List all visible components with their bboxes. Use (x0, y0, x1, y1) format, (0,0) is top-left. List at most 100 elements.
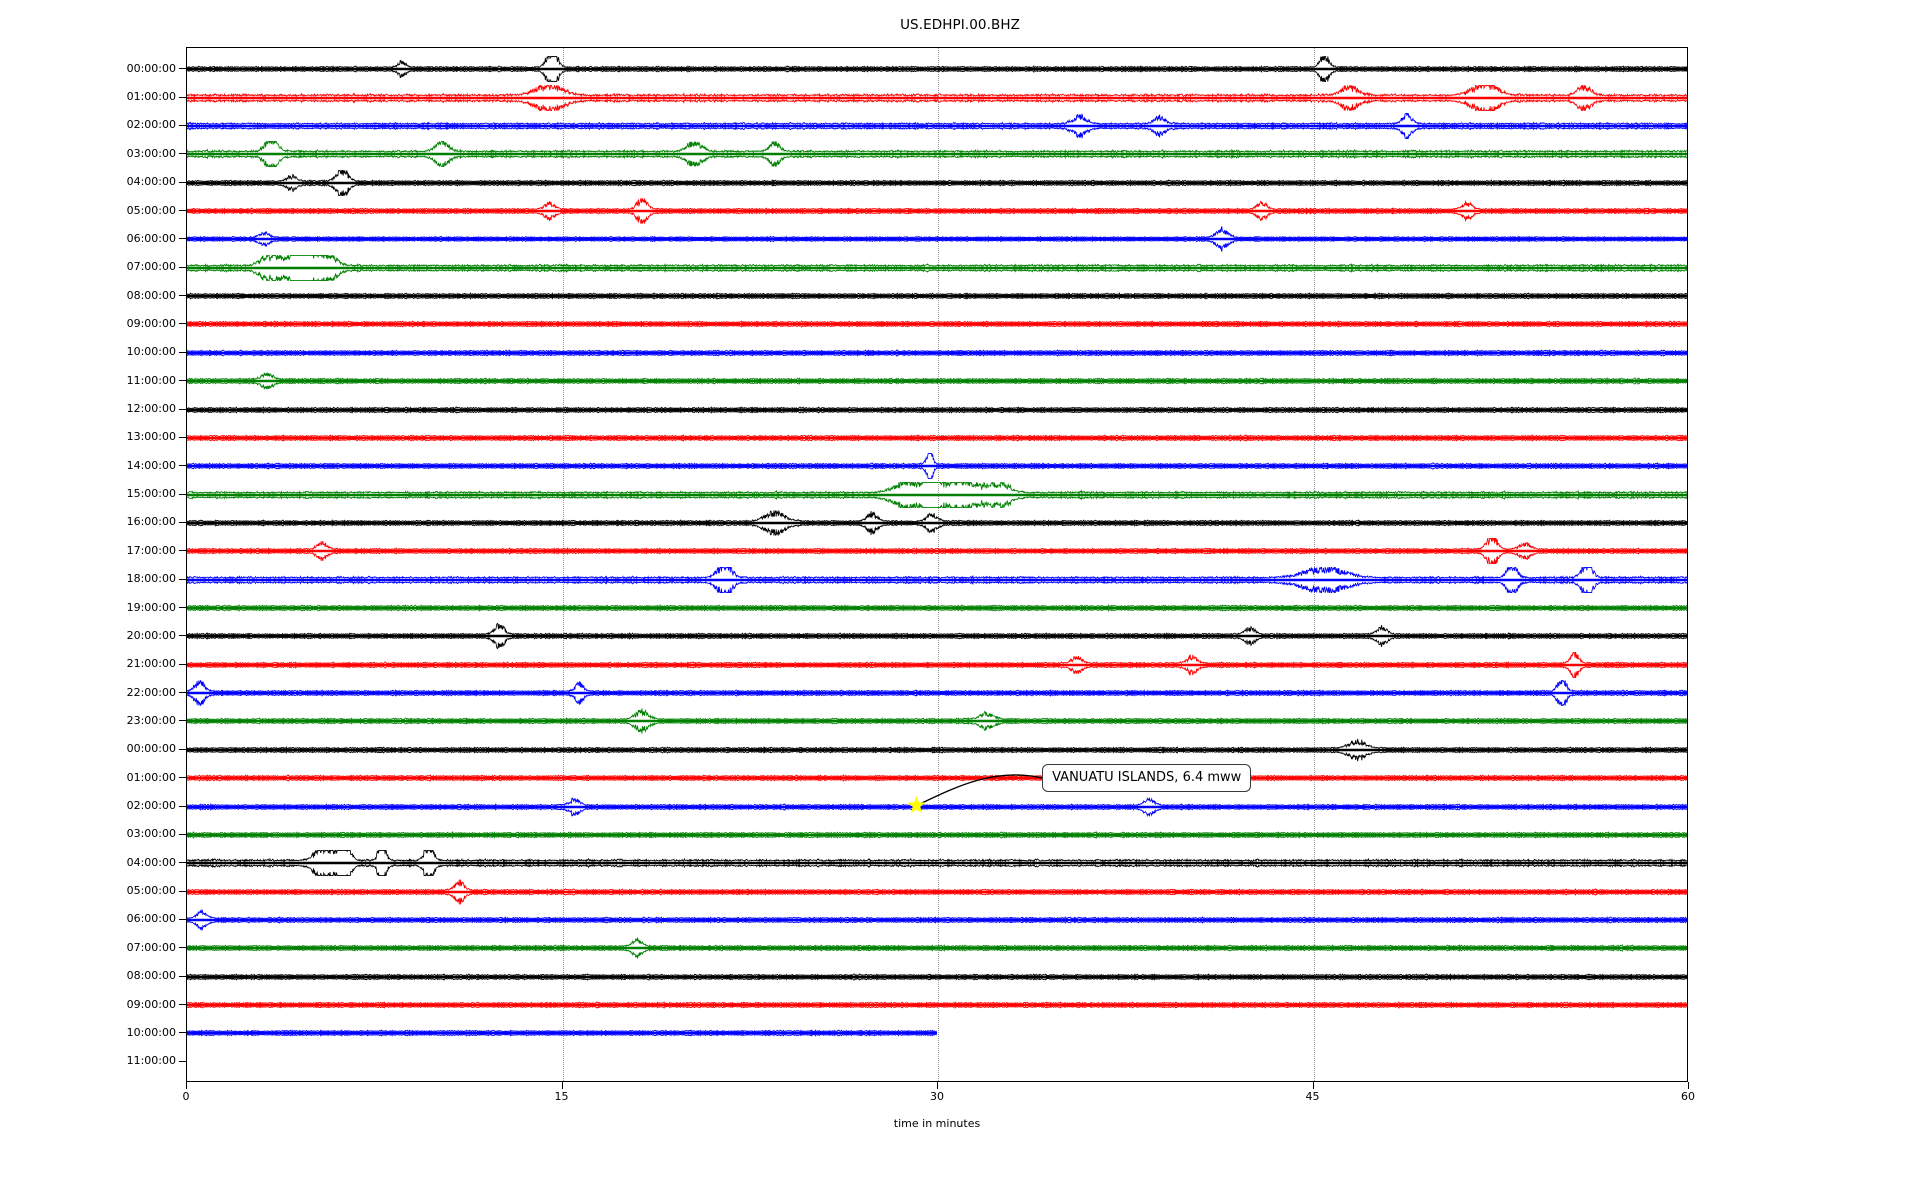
trace-waveform (187, 680, 1687, 706)
trace-row (187, 680, 1687, 706)
y-axis-tick-label: 21:00:00 (127, 658, 176, 669)
y-axis-tick-mark (179, 409, 186, 410)
trace-waveform (187, 226, 1687, 252)
y-axis-tick-mark (179, 68, 186, 69)
trace-row (187, 992, 1687, 1018)
x-axis-tick-mark (1688, 1082, 1689, 1089)
trace-waveform (187, 56, 1687, 82)
y-axis-tick-label: 04:00:00 (127, 857, 176, 868)
y-axis-tick-mark (179, 125, 186, 126)
trace-waveform (187, 141, 1687, 167)
trace-waveform (187, 623, 1687, 649)
x-axis-tick-label: 15 (555, 1091, 569, 1103)
y-axis-tick-mark (179, 947, 186, 948)
y-axis-tick-label: 06:00:00 (127, 913, 176, 924)
trace-waveform (187, 425, 1687, 451)
trace-row (187, 567, 1687, 593)
trace-waveform (187, 907, 1687, 933)
trace-row (187, 255, 1687, 281)
trace-waveform (187, 1020, 1687, 1046)
y-axis-tick-label: 09:00:00 (127, 999, 176, 1010)
y-axis-tick-label: 02:00:00 (127, 800, 176, 811)
trace-row (187, 1020, 1687, 1046)
trace-row (187, 482, 1687, 508)
x-axis-tick-mark (186, 1082, 187, 1089)
event-annotation-label[interactable]: VANUATU ISLANDS, 6.4 mww (1042, 764, 1251, 792)
trace-row (187, 794, 1687, 820)
trace-waveform (187, 708, 1687, 734)
trace-row (187, 708, 1687, 734)
y-axis-tick-label: 08:00:00 (127, 970, 176, 981)
y-axis-tick-mark (179, 635, 186, 636)
y-axis-tick-mark (179, 862, 186, 863)
y-axis-tick-mark (179, 664, 186, 665)
y-axis-tick-mark (179, 1061, 186, 1062)
trace-row (187, 879, 1687, 905)
trace-row (187, 1049, 1687, 1075)
y-axis-tick-mark (179, 465, 186, 466)
y-axis-tick-mark (179, 352, 186, 353)
y-axis-tick-label: 12:00:00 (127, 403, 176, 414)
y-axis-tick-label: 18:00:00 (127, 573, 176, 584)
y-axis-tick-mark (179, 891, 186, 892)
y-axis-tick-label: 15:00:00 (127, 488, 176, 499)
trace-row (187, 340, 1687, 366)
y-axis-tick-mark (179, 97, 186, 98)
y-axis-tick-mark (179, 522, 186, 523)
trace-row (187, 85, 1687, 111)
page-title: US.EDHPI.00.BHZ (0, 17, 1920, 33)
y-axis-tick-label: 13:00:00 (127, 431, 176, 442)
trace-row (187, 141, 1687, 167)
y-axis-tick-label: 17:00:00 (127, 545, 176, 556)
trace-waveform (187, 255, 1687, 281)
x-axis-tick-mark (1313, 1082, 1314, 1089)
y-axis-tick-label: 10:00:00 (127, 1027, 176, 1038)
y-axis-tick-mark (179, 777, 186, 778)
y-axis-tick-label: 02:00:00 (127, 119, 176, 130)
trace-waveform (187, 283, 1687, 309)
trace-row (187, 850, 1687, 876)
trace-row (187, 538, 1687, 564)
trace-waveform (187, 170, 1687, 196)
trace-row (187, 311, 1687, 337)
y-axis-tick-mark (179, 720, 186, 721)
y-axis-tick-mark (179, 919, 186, 920)
trace-row (187, 226, 1687, 252)
y-axis-tick-label: 08:00:00 (127, 290, 176, 301)
y-axis-tick-mark (179, 238, 186, 239)
trace-row (187, 737, 1687, 763)
trace-waveform (187, 822, 1687, 848)
y-axis-tick-label: 06:00:00 (127, 233, 176, 244)
trace-waveform (187, 652, 1687, 678)
trace-waveform (187, 850, 1687, 876)
y-axis-tick-label: 22:00:00 (127, 687, 176, 698)
trace-waveform (187, 879, 1687, 905)
x-axis-tick-label: 30 (930, 1091, 944, 1103)
y-axis-tick-mark (179, 494, 186, 495)
y-axis-tick-label: 05:00:00 (127, 885, 176, 896)
trace-waveform (187, 794, 1687, 820)
y-axis-tick-label: 23:00:00 (127, 715, 176, 726)
y-axis-tick-mark (179, 295, 186, 296)
y-axis-tick-label: 05:00:00 (127, 205, 176, 216)
trace-waveform (187, 453, 1687, 479)
helicorder-plot-area (186, 47, 1688, 1082)
trace-waveform (187, 765, 1687, 791)
trace-row (187, 765, 1687, 791)
trace-row (187, 595, 1687, 621)
y-axis-tick-mark (179, 1032, 186, 1033)
y-axis-tick-label: 01:00:00 (127, 772, 176, 783)
trace-waveform (187, 340, 1687, 366)
y-axis-tick-mark (179, 692, 186, 693)
y-axis-tick-mark (179, 834, 186, 835)
trace-waveform (187, 992, 1687, 1018)
trace-waveform (187, 935, 1687, 961)
y-axis-tick-mark (179, 579, 186, 580)
y-axis-tick-mark (179, 976, 186, 977)
y-axis-tick-mark (179, 607, 186, 608)
trace-waveform (187, 397, 1687, 423)
trace-waveform (187, 198, 1687, 224)
y-axis-tick-label: 11:00:00 (127, 1055, 176, 1066)
trace-row (187, 964, 1687, 990)
